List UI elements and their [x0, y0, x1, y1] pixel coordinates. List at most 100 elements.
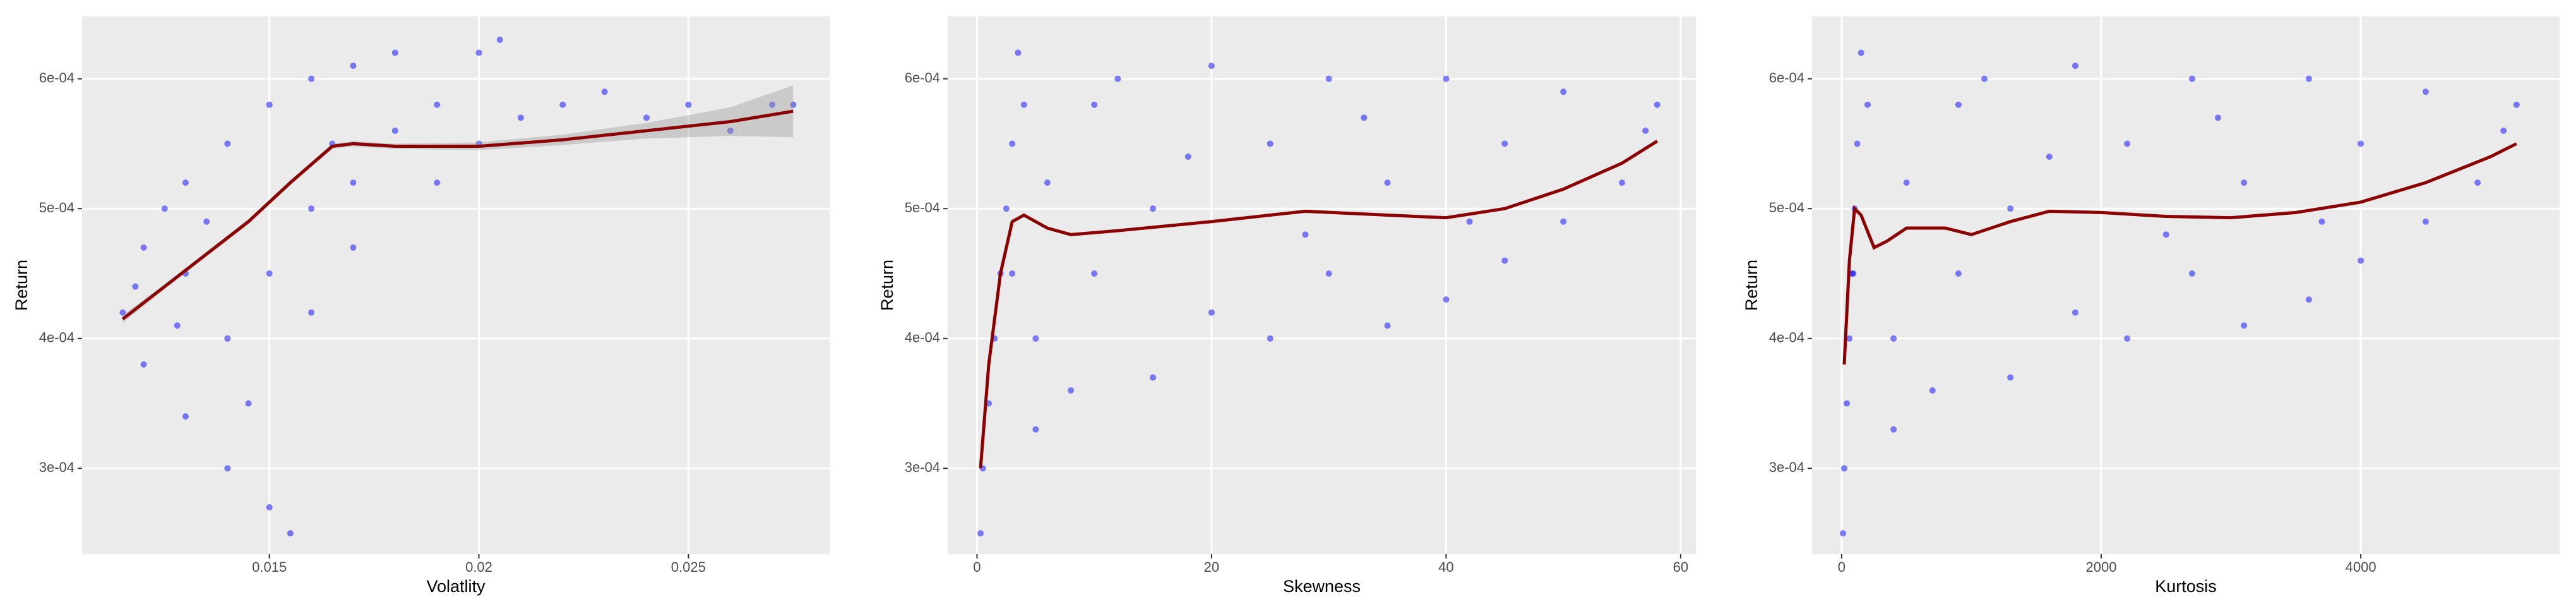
point — [2305, 296, 2312, 303]
point — [174, 322, 181, 329]
point — [2513, 101, 2520, 108]
point — [1560, 218, 1567, 225]
point — [1890, 426, 1897, 433]
point — [1857, 49, 1864, 56]
panel: 3e-04 4e-04 5e-04 6e-04 0.015 0.02 0.025 Volatl… — [12, 16, 830, 596]
point — [350, 179, 357, 186]
x-tick-label: 4000 — [2346, 559, 2376, 575]
point — [308, 309, 315, 316]
point — [2358, 140, 2364, 147]
point — [1955, 101, 1962, 108]
point — [1839, 530, 1846, 537]
point — [727, 127, 734, 134]
point — [391, 127, 398, 134]
point — [1015, 49, 1022, 56]
point — [1091, 101, 1098, 108]
point — [224, 140, 231, 147]
point — [1501, 140, 1508, 147]
point — [2305, 75, 2312, 82]
point — [1384, 179, 1391, 186]
point — [1929, 387, 1936, 394]
x-axis-title: Skewness — [1283, 577, 1361, 596]
point — [203, 218, 210, 225]
point — [2072, 63, 2078, 69]
point — [1642, 127, 1649, 134]
y-tick-label: 3e-04 — [39, 459, 75, 475]
point — [266, 101, 273, 108]
y-tick-label: 4e-04 — [39, 330, 75, 346]
point — [140, 361, 147, 368]
point — [1443, 75, 1450, 82]
point — [1302, 231, 1309, 238]
point — [434, 179, 441, 186]
y-tick-label: 6e-04 — [905, 69, 940, 85]
y-tick-label: 4e-04 — [1769, 330, 1804, 346]
point — [266, 270, 273, 277]
x-tick-label: 60 — [1673, 559, 1688, 575]
plot-background — [82, 16, 830, 554]
point — [1384, 322, 1391, 329]
point — [1844, 400, 1851, 407]
point — [2124, 140, 2131, 147]
point — [2007, 205, 2014, 212]
point — [1150, 374, 1157, 381]
smooth-line — [979, 140, 1659, 469]
point — [2500, 127, 2507, 134]
point — [2241, 179, 2248, 186]
x-tick-label: 0 — [1838, 559, 1846, 575]
point — [1361, 114, 1368, 121]
point — [1208, 63, 1215, 69]
y-tick-label: 6e-04 — [1769, 69, 1804, 85]
x-tick-label: 0.025 — [671, 559, 706, 575]
point — [1560, 88, 1567, 95]
point — [475, 49, 482, 56]
point — [350, 244, 357, 251]
point — [1032, 426, 1039, 433]
point — [769, 101, 776, 108]
panel: 3e-04 4e-04 5e-04 6e-04 0 2000 4000 Kurtosis Ret… — [1742, 16, 2560, 596]
smooth-line — [1842, 142, 2517, 365]
point — [161, 205, 168, 212]
point — [350, 63, 357, 69]
point — [132, 283, 139, 290]
point — [517, 114, 524, 121]
point — [1501, 257, 1508, 264]
point — [601, 88, 608, 95]
x-tick-label: 0 — [973, 559, 981, 575]
y-tick-label: 3e-04 — [905, 459, 940, 475]
point — [2046, 154, 2053, 160]
point — [1840, 465, 1847, 472]
point — [1009, 270, 1016, 277]
point — [1850, 270, 1857, 277]
point — [1864, 101, 1871, 108]
point — [266, 504, 273, 510]
point — [1044, 179, 1051, 186]
confidence-band — [122, 85, 794, 323]
point — [1981, 75, 1988, 82]
y-tick-label: 3e-04 — [1769, 459, 1804, 475]
x-tick-label: 40 — [1438, 559, 1453, 575]
point — [2188, 270, 2195, 277]
point — [1068, 387, 1075, 394]
point — [790, 101, 797, 108]
x-tick-label: 0.015 — [252, 559, 287, 575]
point — [1955, 270, 1962, 277]
point — [1267, 140, 1273, 147]
point — [1903, 179, 1910, 186]
point — [1267, 335, 1273, 342]
point — [2422, 218, 2429, 225]
point — [1325, 270, 1332, 277]
point — [1466, 218, 1473, 225]
point — [245, 400, 252, 407]
plot-background — [1812, 16, 2560, 554]
y-axis-title: Return — [1742, 260, 1761, 311]
smooth-line — [121, 109, 794, 320]
y-tick-label: 5e-04 — [39, 200, 75, 215]
x-tick-label: 20 — [1204, 559, 1219, 575]
point — [1184, 154, 1191, 160]
point — [1846, 335, 1853, 342]
point — [182, 413, 189, 420]
y-tick-label: 5e-04 — [905, 200, 940, 215]
point — [2188, 75, 2195, 82]
point — [1854, 140, 1861, 147]
